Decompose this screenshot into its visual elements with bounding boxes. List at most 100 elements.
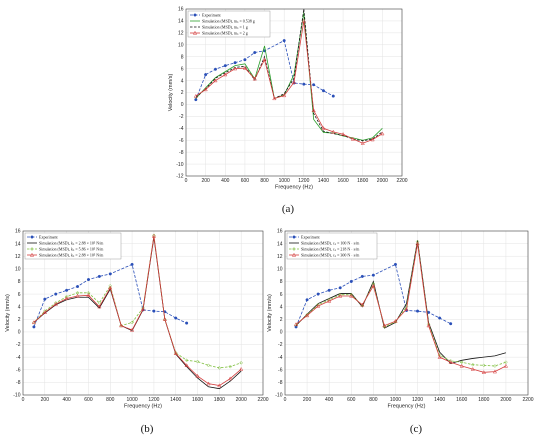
- panel-caption: (a): [282, 203, 295, 215]
- data-point: [185, 321, 189, 325]
- data-point: [31, 320, 37, 325]
- y-tick-label: -4: [278, 355, 283, 361]
- x-tick-label: 0: [284, 397, 287, 403]
- x-tick-label: 1200: [148, 397, 159, 403]
- chart-panel-a: 0 200 400 600 800 1000 1200 1400 1600 1800 2000 220…: [168, 7, 408, 215]
- data-point: [195, 373, 200, 378]
- y-tick-label: 14: [277, 241, 283, 247]
- data-point: [239, 366, 244, 371]
- y-tick-label: 6: [181, 66, 184, 72]
- data-point: [437, 354, 442, 359]
- y-tick-label: 4: [280, 304, 283, 310]
- legend-marker: [30, 247, 34, 251]
- data-point: [232, 66, 238, 71]
- data-point: [193, 93, 198, 98]
- data-point: [504, 360, 508, 365]
- data-point: [360, 274, 364, 278]
- y-tick-label: 4: [181, 78, 184, 84]
- y-tick-label: -4: [16, 355, 21, 361]
- x-tick-label: 1600: [456, 397, 467, 403]
- data-point: [305, 298, 309, 302]
- y-tick-label: -8: [179, 150, 184, 156]
- series-3: [31, 233, 244, 388]
- data-point: [493, 364, 497, 368]
- data-point: [415, 239, 420, 244]
- series-line: [295, 263, 451, 328]
- x-tick-label: 1800: [478, 397, 489, 403]
- y-axis-label: Velocity (mm/s): [168, 74, 174, 112]
- data-point: [173, 350, 178, 355]
- x-tick-label: 2200: [522, 397, 533, 403]
- x-tick-label: 0: [185, 178, 188, 184]
- data-point: [184, 358, 189, 363]
- y-tick-label: 2: [18, 317, 21, 323]
- y-axis-label: Velocity (mm/s): [5, 294, 11, 332]
- data-point: [151, 233, 157, 238]
- y-tick-label: 14: [15, 241, 21, 247]
- y-tick-label: 0: [18, 330, 21, 336]
- y-tick-label: -10: [275, 393, 282, 399]
- y-axis-label: Velocity (mm/s): [267, 294, 273, 332]
- x-tick-label: 200: [201, 178, 210, 184]
- legend-marker: [29, 252, 35, 257]
- legend-label: Experiment: [301, 234, 321, 239]
- data-point: [459, 360, 464, 365]
- y-tick-label: -8: [278, 380, 283, 386]
- legend-box: [286, 232, 378, 260]
- y-tick-label: 16: [15, 229, 21, 235]
- data-point: [43, 297, 47, 301]
- y-tick-label: -8: [16, 380, 21, 386]
- x-tick-label: 1400: [318, 178, 329, 184]
- x-tick-label: 200: [303, 397, 312, 403]
- plot-frame: [284, 230, 529, 396]
- legend-label: Simulation (MSD), cₛ = 100 N · s/m: [301, 240, 360, 246]
- data-point: [242, 65, 248, 70]
- data-point: [97, 274, 101, 278]
- data-point: [349, 293, 354, 298]
- data-point: [162, 317, 167, 321]
- data-point: [311, 108, 316, 113]
- data-point: [331, 129, 336, 134]
- x-tick-label: 1800: [214, 397, 225, 403]
- y-tick-label: 16: [277, 229, 283, 235]
- y-tick-label: -12: [176, 174, 183, 180]
- legend-label: Simulation (MSD), mₛ = 1 g: [202, 24, 248, 30]
- series-line: [295, 241, 507, 367]
- x-tick-label: 400: [325, 397, 334, 403]
- y-tick-label: -6: [278, 367, 283, 373]
- y-tick-label: 8: [181, 54, 184, 60]
- data-point: [228, 376, 233, 381]
- series-1: [295, 240, 507, 364]
- data-point: [32, 325, 36, 329]
- data-point: [204, 73, 208, 77]
- data-point: [42, 310, 47, 314]
- chart-panel-c: 0 200 400 600 800 1000 1200 1400 1600 1800 2000 220…: [267, 229, 534, 435]
- y-tick-label: 12: [277, 254, 283, 260]
- data-point: [448, 359, 453, 364]
- data-point: [65, 288, 69, 292]
- data-point: [331, 94, 335, 98]
- y-tick-label: 10: [15, 267, 21, 273]
- series-3: [193, 18, 385, 145]
- legend-box: [24, 232, 122, 260]
- data-point: [327, 298, 332, 303]
- x-tick-label: 1000: [127, 397, 138, 403]
- data-point: [321, 126, 326, 130]
- data-point: [223, 72, 228, 77]
- data-point: [338, 286, 342, 290]
- data-point: [53, 301, 58, 306]
- data-point: [184, 363, 189, 367]
- data-point: [195, 359, 200, 364]
- data-point: [203, 87, 208, 92]
- x-axis-label: Frequency (Hz): [388, 404, 426, 410]
- y-tick-label: 10: [178, 42, 184, 48]
- data-point: [426, 323, 431, 328]
- y-tick-label: 0: [181, 102, 184, 108]
- x-tick-label: 400: [62, 397, 71, 403]
- x-tick-label: 1600: [338, 178, 349, 184]
- panel-caption: (b): [141, 423, 154, 435]
- y-tick-label: 14: [178, 19, 184, 25]
- data-point: [130, 320, 134, 325]
